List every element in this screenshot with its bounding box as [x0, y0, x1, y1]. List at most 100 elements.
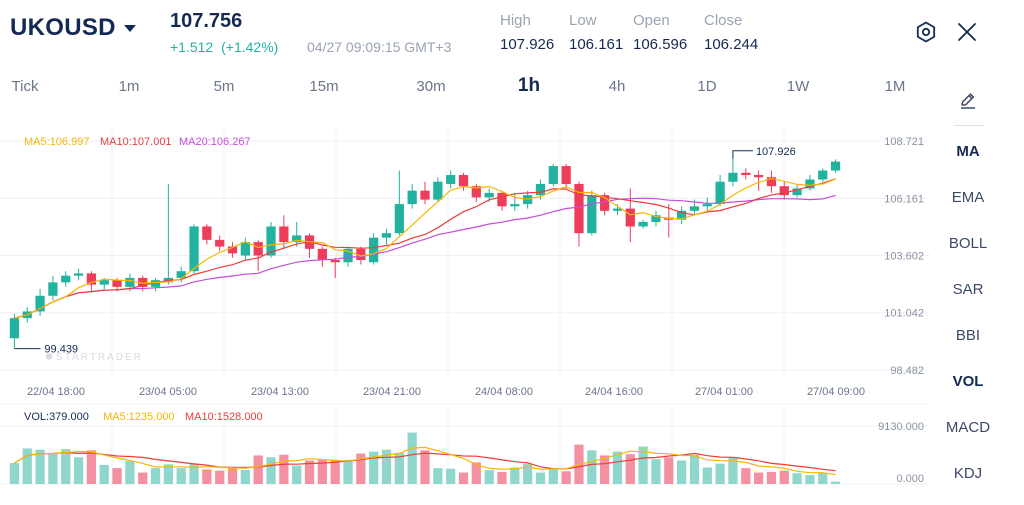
- indicator-vol[interactable]: VOL: [952, 373, 984, 390]
- indicator-ma[interactable]: MA: [956, 143, 980, 160]
- volume-bar: [138, 472, 148, 484]
- candle-body: [35, 295, 45, 312]
- volume-bar: [279, 454, 289, 484]
- candle-body: [689, 206, 700, 211]
- volume-bar: [792, 473, 802, 484]
- x-axis-label: 23/04 13:00: [251, 386, 309, 398]
- candle-body: [356, 248, 366, 261]
- symbol-selector[interactable]: UKOUSD: [10, 14, 136, 42]
- candle-body: [702, 204, 712, 207]
- tab-1m[interactable]: 1m: [118, 78, 140, 95]
- volume-bar: [35, 449, 45, 484]
- candle-body: [830, 161, 841, 171]
- volume-bar: [112, 468, 122, 484]
- indicator-sar[interactable]: SAR: [952, 281, 984, 298]
- volume-bar: [600, 455, 610, 484]
- low-marker-label: 99.439: [44, 344, 78, 356]
- candle-body: [728, 172, 738, 182]
- price-change: +1.512 (+1.42%): [170, 39, 278, 55]
- volume-bar: [317, 459, 327, 484]
- volume-bar: [753, 472, 764, 484]
- volume-bar: [253, 455, 263, 484]
- vol-ma5-legend: MA5:1235.000: [103, 411, 175, 423]
- symbol-name: UKOUSD: [10, 14, 116, 41]
- x-axis-label: 23/04 21:00: [363, 386, 421, 398]
- volume-bar: [471, 462, 481, 484]
- tab-1h[interactable]: 1h: [517, 75, 541, 96]
- volume-bar: [189, 463, 199, 484]
- candle-body: [138, 277, 148, 287]
- ma10-legend: MA10:107.001: [100, 136, 172, 148]
- indicator-kdj[interactable]: KDJ: [953, 465, 983, 482]
- candle-body: [407, 190, 417, 205]
- sidebar-divider: [954, 125, 984, 126]
- candle-body: [48, 282, 58, 296]
- draw-tool-button[interactable]: [958, 90, 978, 110]
- price-chart[interactable]: 108.721 106.161 103.602 101.042 98.482 STARTR…: [0, 120, 930, 492]
- candle-body: [484, 192, 494, 198]
- volume-bar: [548, 469, 558, 484]
- tab-1w[interactable]: 1W: [786, 78, 810, 95]
- candles: [9, 158, 841, 349]
- volume-bar: [150, 468, 161, 484]
- volume-bar: [766, 471, 777, 484]
- settings-button[interactable]: [914, 20, 938, 44]
- watermark-logo-icon: [45, 353, 53, 360]
- volume-bar: [676, 460, 687, 484]
- caret-down-icon: [123, 24, 136, 32]
- ma5-line: [14, 177, 836, 319]
- tab-1d[interactable]: 1D: [697, 78, 717, 95]
- close-icon: [958, 23, 976, 41]
- indicator-ema[interactable]: EMA: [951, 189, 985, 206]
- tab-5m[interactable]: 5m: [213, 78, 235, 95]
- pencil-icon: [961, 93, 975, 109]
- close-button[interactable]: [956, 21, 978, 43]
- candle-body: [176, 271, 186, 278]
- volume-bar: [369, 451, 379, 484]
- candle-body: [73, 273, 84, 276]
- volume-bar: [830, 481, 841, 484]
- tab-30m[interactable]: 30m: [416, 78, 446, 95]
- tab-15m[interactable]: 15m: [309, 78, 339, 95]
- volume-bar: [484, 470, 494, 484]
- stat-open: Open 106.596: [633, 12, 687, 53]
- candle-body: [420, 190, 430, 200]
- volume-bar: [728, 457, 738, 484]
- volume-bars: [9, 432, 841, 484]
- volume-bar: [535, 472, 546, 484]
- volume-bar: [22, 448, 32, 484]
- volume-bar: [715, 463, 725, 484]
- volume-bar: [163, 464, 174, 484]
- volume-bar: [420, 450, 430, 484]
- candle-body: [612, 208, 623, 211]
- quote-header: UKOUSD 107.756 +1.512 (+1.42%) 04/27 09:…: [0, 0, 1024, 62]
- indicator-macd[interactable]: MACD: [945, 419, 991, 436]
- tab-4h[interactable]: 4h: [608, 78, 626, 95]
- indicator-bbi[interactable]: BBI: [955, 327, 981, 344]
- change-percent: (+1.42%): [221, 39, 279, 55]
- candle-body: [381, 233, 392, 238]
- candle-body: [279, 226, 289, 243]
- vol-axis-label: 9130.000: [878, 421, 924, 433]
- volume-bar: [330, 460, 340, 484]
- candle-body: [779, 186, 789, 196]
- candle-body: [292, 235, 302, 243]
- indicator-sidebar: MA EMA BOLL SAR BBI VOL MACD KDJ: [930, 84, 1024, 505]
- candle-body: [753, 175, 764, 178]
- volume-bar: [356, 453, 366, 484]
- tab-tick[interactable]: Tick: [11, 78, 39, 95]
- candle-body: [818, 170, 828, 180]
- volume-bar: [407, 432, 417, 484]
- vol-ma10-line: [14, 451, 836, 472]
- stat-label: Low: [569, 12, 597, 29]
- candle-body: [446, 175, 456, 184]
- candle-body: [9, 318, 20, 339]
- volume-bar: [664, 457, 674, 484]
- candle-body: [253, 242, 263, 256]
- stat-value: 106.596: [633, 36, 688, 53]
- stat-label: Close: [704, 12, 743, 29]
- tab-1mo[interactable]: 1M: [884, 78, 906, 95]
- indicator-boll[interactable]: BOLL: [948, 235, 988, 252]
- volume-bar: [805, 475, 815, 484]
- stat-low: Low 106.161: [569, 12, 623, 53]
